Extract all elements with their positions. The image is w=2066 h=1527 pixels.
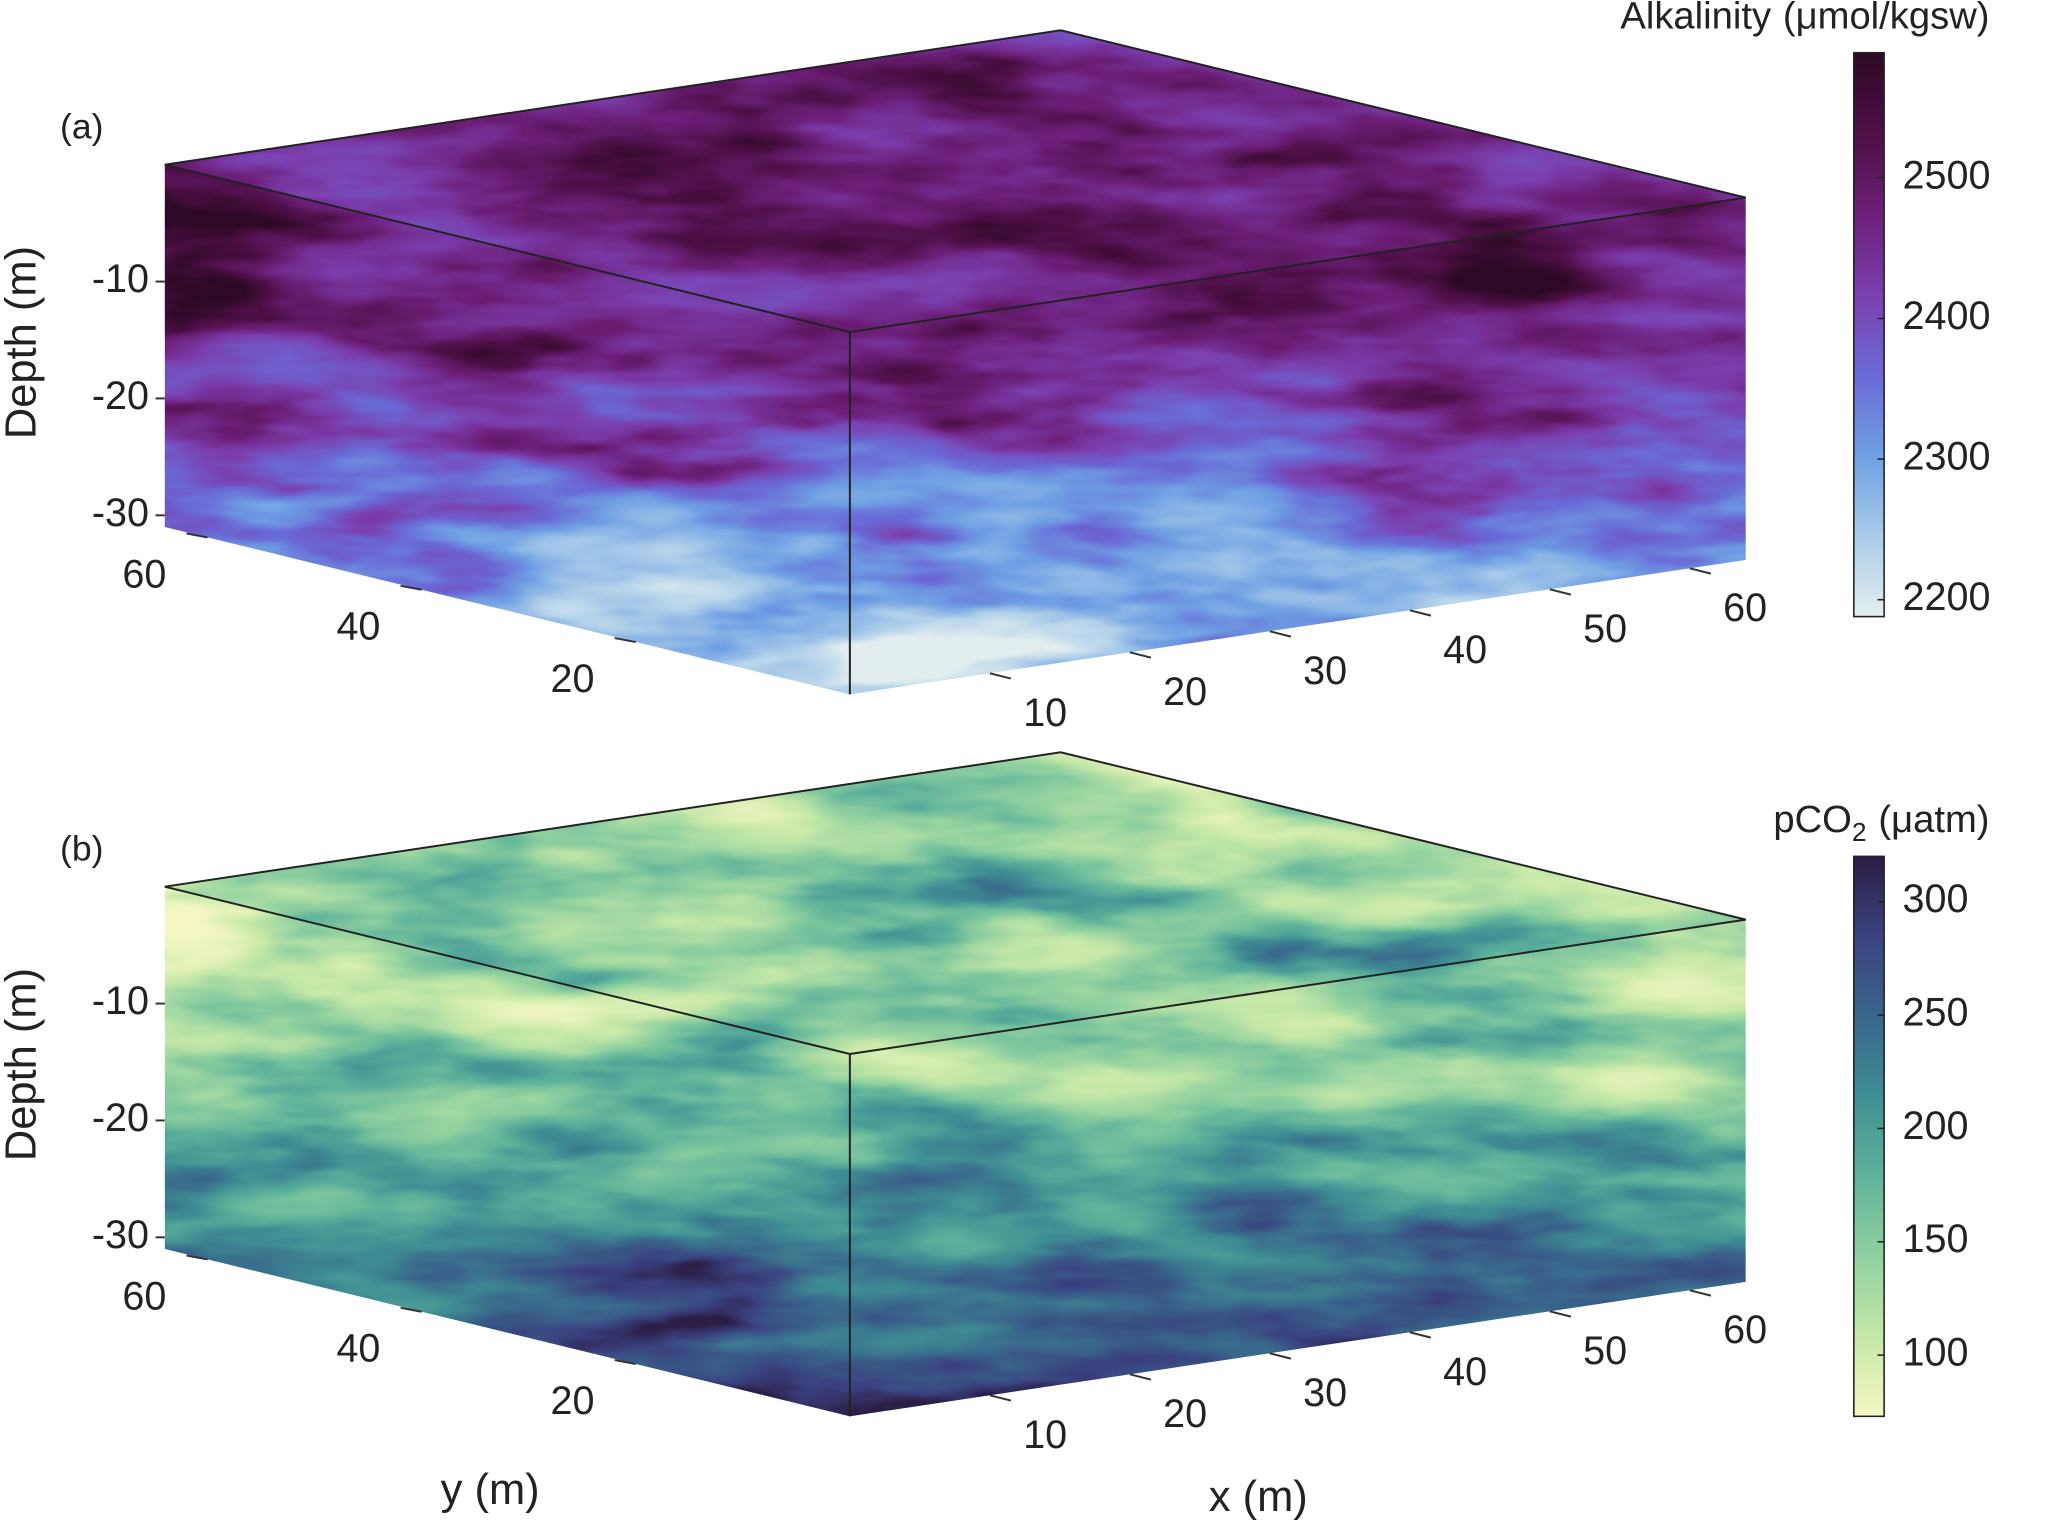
colorbar-title-part: 2 (1852, 817, 1867, 847)
z-tick-label: -30 (92, 1213, 149, 1257)
x-tick (1129, 1373, 1152, 1381)
y-tick (400, 1306, 422, 1313)
x-tick (1409, 609, 1432, 617)
x-tick (1689, 567, 1712, 575)
panel-label: (a) (60, 107, 103, 147)
colorbar-tick-label: 2300 (1903, 435, 1991, 479)
colorbar-tick-label: 2400 (1903, 294, 1991, 338)
x-tick (1409, 1331, 1432, 1339)
volume-face-left (164, 164, 850, 695)
colorbar-tick-label: 100 (1903, 1331, 1969, 1375)
colorbar-tick-label: 2500 (1903, 153, 1991, 197)
x-tick-label: 50 (1583, 1329, 1627, 1373)
x-tick (1689, 1289, 1712, 1297)
x-tick-label: 10 (1023, 1413, 1067, 1457)
panel-label: (b) (60, 829, 103, 869)
box-edge (164, 751, 1747, 1056)
y-tick-label: 40 (336, 1327, 380, 1371)
x-tick-label: 60 (1723, 586, 1767, 630)
x-tick-label: 50 (1583, 607, 1627, 651)
colorbar-title-part: (μatm) (1878, 798, 1989, 841)
z-tick-label: -10 (92, 979, 149, 1023)
y-tick-label: 20 (551, 1379, 595, 1423)
z-axis-label: Depth (m) (0, 968, 45, 1161)
x-tick-label: 30 (1303, 1371, 1347, 1415)
colorbar-tick-label: 2200 (1903, 575, 1991, 619)
volume-face-left (164, 886, 850, 1417)
x-tick-label: 60 (1723, 1308, 1767, 1352)
box-edge (164, 29, 1747, 334)
y-tick-label: 60 (122, 1274, 166, 1318)
colorbar-title-part: pCO (1773, 798, 1852, 841)
x-tick (1549, 588, 1572, 596)
y-axis-label: y (m) (441, 1466, 540, 1514)
colorbar-tick-label: 150 (1903, 1217, 1969, 1261)
y-tick (186, 1254, 208, 1261)
y-tick (614, 637, 636, 644)
x-tick (1269, 1352, 1292, 1360)
x-tick-label: 10 (1023, 691, 1067, 735)
z-tick-label: -30 (92, 491, 149, 535)
colorbar-tick-label: 300 (1903, 877, 1969, 921)
colorbar-title-part: (μmol/kgsw) (1783, 0, 1990, 38)
y-tick-label: 60 (122, 552, 166, 596)
z-axis-label: Depth (m) (0, 246, 45, 439)
x-axis-label: x (m) (1209, 1473, 1308, 1521)
volume-face-right (849, 919, 1746, 1417)
y-tick (186, 532, 208, 539)
y-tick (400, 584, 422, 591)
x-tick (1549, 1310, 1572, 1318)
x-tick (989, 1394, 1012, 1402)
x-tick (1129, 651, 1152, 659)
y-tick-label: 20 (551, 657, 595, 701)
x-tick (1269, 630, 1292, 638)
z-tick-label: -20 (92, 374, 149, 418)
x-tick-label: 30 (1303, 649, 1347, 693)
z-tick-label: -20 (92, 1096, 149, 1140)
colorbar-tick-label: 200 (1903, 1104, 1969, 1148)
colorbar-title-part: Alkalinity (1620, 0, 1772, 38)
z-tick-label: -10 (92, 257, 149, 301)
x-tick-label: 20 (1163, 670, 1207, 714)
x-tick-label: 20 (1163, 1392, 1207, 1436)
colorbar (1853, 51, 1885, 618)
y-tick (614, 1359, 636, 1366)
colorbar-title: Alkalinity (μmol/kgsw) (1620, 0, 1989, 38)
x-tick (989, 672, 1012, 680)
volume-face-right (849, 197, 1746, 695)
x-tick-label: 40 (1443, 1350, 1487, 1394)
x-tick-label: 40 (1443, 628, 1487, 672)
colorbar-title: pCO2 (μatm) (1773, 798, 1989, 847)
colorbar-tick-label: 250 (1903, 991, 1969, 1035)
colorbar (1853, 855, 1885, 1418)
y-tick-label: 40 (336, 605, 380, 649)
